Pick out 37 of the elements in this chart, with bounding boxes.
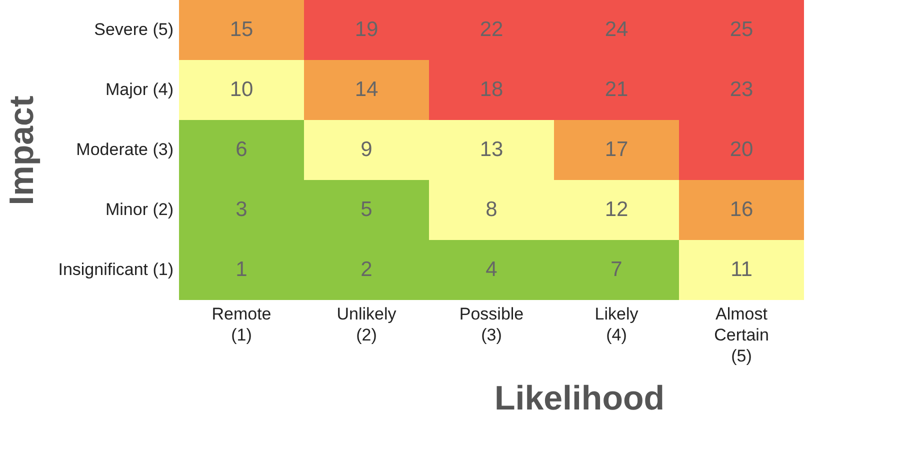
data-label: 4 bbox=[486, 258, 498, 281]
data-label: 9 bbox=[360, 138, 372, 161]
y-tick-label: Major (4) bbox=[105, 80, 174, 99]
y-axis-title: Impact bbox=[3, 96, 42, 206]
data-label: 21 bbox=[604, 78, 628, 101]
data-label: 8 bbox=[486, 198, 498, 221]
data-label: 19 bbox=[354, 18, 378, 41]
x-tick-label: Remote (1) bbox=[212, 304, 272, 344]
y-tick-label: Minor (2) bbox=[105, 200, 174, 219]
x-axis-title: Likelihood bbox=[494, 380, 664, 418]
data-label: 1 bbox=[236, 258, 248, 281]
data-label: 22 bbox=[480, 18, 504, 41]
data-label: 20 bbox=[730, 138, 754, 161]
x-tick-label: Possible (3) bbox=[459, 304, 524, 344]
data-label: 25 bbox=[730, 18, 754, 41]
data-label: 10 bbox=[230, 78, 254, 101]
data-label: 16 bbox=[730, 198, 754, 221]
data-label: 6 bbox=[236, 138, 248, 161]
x-tick-label: Likely (4) bbox=[594, 304, 639, 344]
x-tick-label: Unlikely (2) bbox=[336, 304, 397, 344]
data-label: 7 bbox=[610, 258, 622, 281]
y-tick-label: Insignificant (1) bbox=[58, 260, 174, 279]
data-label: 15 bbox=[230, 18, 254, 41]
y-tick-label: Moderate (3) bbox=[76, 140, 174, 159]
data-label: 17 bbox=[604, 138, 628, 161]
data-label: 2 bbox=[360, 258, 372, 281]
data-label: 14 bbox=[354, 78, 378, 101]
y-tick-label: Severe (5) bbox=[94, 20, 174, 39]
data-label: 24 bbox=[604, 18, 628, 41]
data-label: 5 bbox=[360, 198, 372, 221]
data-label: 13 bbox=[480, 138, 504, 161]
data-label: 23 bbox=[730, 78, 754, 101]
data-label: 3 bbox=[236, 198, 248, 221]
data-label: 11 bbox=[730, 258, 752, 281]
x-tick-label: Almost Certain (5) bbox=[714, 304, 769, 366]
data-label: 12 bbox=[604, 198, 628, 221]
data-label: 18 bbox=[480, 78, 504, 101]
